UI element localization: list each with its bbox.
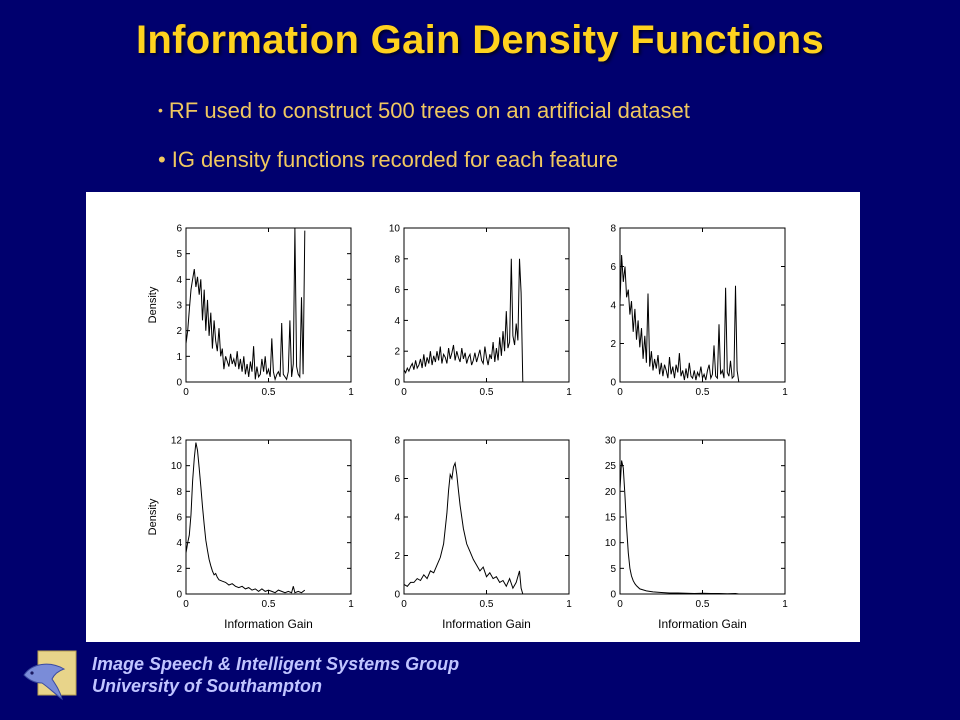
figure-panel: 0 0.5 1 0 1 2 3 4 5 6 Density 0 0.5 1 0 2 4 6 8 10 0 0.5 1 0 2 4 6… <box>86 192 860 642</box>
y-tick-label: 15 <box>605 513 617 524</box>
x-tick-label: 0.5 <box>480 599 494 610</box>
y-tick-label: 4 <box>394 316 400 327</box>
x-tick-label: 0.5 <box>262 387 276 398</box>
x-tick-label: 1 <box>348 387 354 398</box>
plot-frame <box>403 439 570 595</box>
footer-group-name: Image Speech & Intelligent Systems Group <box>92 654 460 674</box>
x-tick-label: 1 <box>782 599 788 610</box>
x-axis-label: Information Gain <box>442 617 531 631</box>
x-tick-label: 1 <box>566 387 572 398</box>
y-tick-label: 4 <box>394 513 400 524</box>
subplot-r1c1: 0 0.5 1 0 1 2 3 4 5 6 Density <box>147 224 354 399</box>
y-tick-label: 6 <box>176 513 182 524</box>
x-tick-label: 0.5 <box>262 599 276 610</box>
bullet-text: RF used to construct 500 trees on an art… <box>168 98 690 123</box>
x-tick-label: 0.5 <box>696 387 710 398</box>
y-tick-label: 6 <box>610 262 616 273</box>
y-tick-label: 10 <box>605 538 617 549</box>
y-tick-label: 6 <box>394 474 400 485</box>
y-tick-label: 3 <box>176 301 182 312</box>
density-series-line <box>403 258 524 383</box>
x-axis-label: Information Gain <box>658 617 747 631</box>
dolphin-logo-icon <box>23 650 77 701</box>
x-tick-label: 0 <box>183 599 189 610</box>
x-axis-label: Information Gain <box>224 617 313 631</box>
y-tick-label: 20 <box>605 487 617 498</box>
y-tick-label: 0 <box>610 590 616 601</box>
y-tick-label: 6 <box>176 224 182 235</box>
density-series-line <box>403 461 524 595</box>
bullet-item: • IG density functions recorded for each … <box>158 147 618 173</box>
density-series-line <box>185 227 306 382</box>
y-tick-label: 8 <box>610 224 616 235</box>
y-tick-label: 2 <box>610 339 616 350</box>
y-tick-label: 2 <box>394 551 400 562</box>
y-tick-label: 10 <box>389 224 401 235</box>
x-tick-label: 0.5 <box>696 599 710 610</box>
subplot-r2c2: 0 0.5 1 0 2 4 6 8 Information Gain <box>394 436 572 632</box>
x-tick-label: 0 <box>617 387 623 398</box>
x-tick-label: 1 <box>566 599 572 610</box>
bullet-text: IG density functions recorded for each f… <box>171 147 619 172</box>
y-axis-label: Density <box>147 498 159 535</box>
y-tick-label: 5 <box>610 564 616 575</box>
x-tick-label: 0.5 <box>480 387 494 398</box>
y-tick-label: 1 <box>176 352 182 363</box>
density-series-line <box>185 442 306 594</box>
y-tick-label: 4 <box>176 538 182 549</box>
bullet-symbol: • <box>158 102 163 118</box>
y-tick-label: 4 <box>176 275 182 286</box>
plot-frame <box>619 439 786 595</box>
bullet-symbol: • <box>158 147 166 172</box>
y-tick-label: 2 <box>176 564 182 575</box>
x-tick-label: 0 <box>401 599 407 610</box>
density-series-line <box>619 460 739 595</box>
x-tick-label: 1 <box>782 387 788 398</box>
x-tick-label: 0 <box>617 599 623 610</box>
y-tick-label: 0 <box>176 378 182 389</box>
y-tick-label: 2 <box>176 326 182 337</box>
y-tick-label: 0 <box>394 378 400 389</box>
density-series-line <box>619 254 740 383</box>
x-tick-label: 0 <box>183 387 189 398</box>
y-tick-label: 8 <box>394 254 400 265</box>
y-tick-label: 0 <box>610 378 616 389</box>
bullet-item: • RF used to construct 500 trees on an ar… <box>158 98 690 124</box>
y-tick-label: 0 <box>394 590 400 601</box>
y-tick-label: 0 <box>176 590 182 601</box>
footer-university-name: University of Southampton <box>92 676 323 696</box>
y-tick-label: 5 <box>176 249 182 260</box>
y-tick-label: 2 <box>394 347 400 358</box>
y-axis-label: Density <box>147 286 159 323</box>
y-tick-label: 4 <box>610 301 616 312</box>
subplot-r1c3: 0 0.5 1 0 2 4 6 8 <box>610 224 788 399</box>
x-tick-label: 0 <box>401 387 407 398</box>
x-tick-label: 1 <box>348 599 354 610</box>
y-tick-label: 10 <box>171 461 183 472</box>
plot-frame <box>619 227 786 383</box>
y-tick-label: 6 <box>394 285 400 296</box>
y-tick-label: 12 <box>171 436 183 447</box>
slide-title: Information Gain Density Functions <box>135 18 824 62</box>
plot-frame <box>185 439 352 595</box>
y-tick-label: 30 <box>605 436 617 447</box>
y-tick-label: 8 <box>176 487 182 498</box>
y-tick-label: 25 <box>605 461 617 472</box>
y-tick-label: 8 <box>394 436 400 447</box>
plot-frame <box>185 227 352 383</box>
